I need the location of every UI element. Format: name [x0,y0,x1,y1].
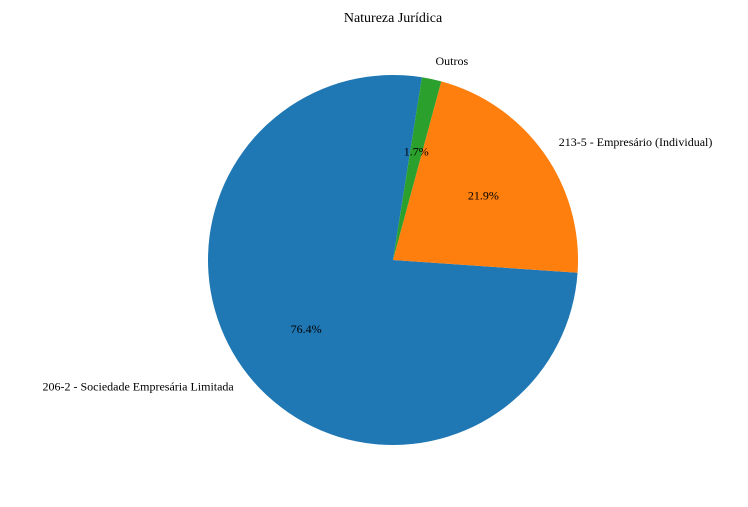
pie-slice-1 [393,81,579,273]
pie-slice-label-2: Outros [436,54,469,68]
pie-pct-label-0: 76.4% [291,322,322,336]
pie-pct-label-2: 1.7% [404,144,429,158]
pie-labels: 76.4% 206-2 - Sociedade Empresária Limita… [43,54,713,394]
pie-slice-label-0: 206-2 - Sociedade Empresária Limitada [43,380,235,394]
pie-slices [208,75,579,446]
pie-slice-2 [393,77,442,260]
chart-title: Natureza Jurídica [344,11,443,26]
pie-slice-label-1: 213-5 - Empresário (Individual) [559,135,713,149]
pie-pct-label-1: 21.9% [468,189,499,203]
pie-slice-0 [208,75,578,446]
